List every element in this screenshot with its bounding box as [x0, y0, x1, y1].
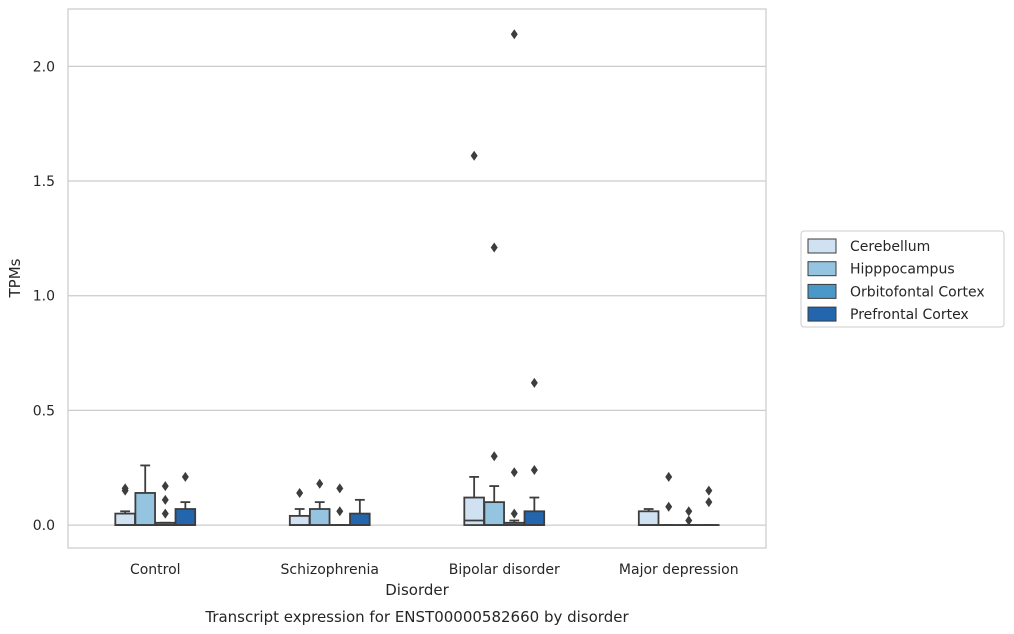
outlier-point: [470, 150, 478, 161]
legend-label-prefrontal-cortex: Prefrontal Cortex: [850, 307, 969, 323]
y-axis-label: TPMs: [6, 258, 24, 298]
outlier-point: [705, 485, 713, 496]
legend-label-orbitofontal-cortex: Orbitofontal Cortex: [850, 284, 985, 300]
outlier-point: [490, 451, 498, 462]
box-body: [134, 492, 156, 526]
box-hipppocampus-major-depression: [657, 471, 680, 526]
box-body: [523, 510, 546, 526]
outlier-point: [530, 377, 538, 388]
y-tick-label-1-0: 1.0: [33, 289, 55, 305]
box-plots: [114, 29, 720, 526]
box-body: [288, 514, 311, 526]
box-orbitofontal-cortex-control: [154, 481, 177, 526]
outlier-point: [705, 497, 713, 508]
outlier-point: [530, 465, 538, 476]
box-prefrontal-cortex-control: [174, 471, 197, 526]
outlier-point: [121, 483, 129, 494]
box-body: [174, 508, 197, 526]
box-hipppocampus-bipolar-disorder: [483, 242, 505, 526]
outlier-point: [181, 471, 189, 482]
box-body: [114, 512, 136, 526]
legend-swatch-prefrontal-cortex: [807, 306, 837, 322]
box-hipppocampus-schizophrenia: [308, 478, 331, 526]
box-prefrontal-cortex-bipolar-disorder: [523, 377, 546, 526]
outlier-point: [510, 29, 518, 40]
legend-swatch-orbitofontal-cortex: [807, 283, 837, 299]
legend-label-hipppocampus: Hipppocampus: [850, 262, 955, 278]
outlier-point: [685, 515, 693, 526]
x-axis-label: Disorder: [385, 581, 449, 599]
outlier-point: [161, 494, 169, 505]
outlier-point: [161, 508, 169, 519]
box-hipppocampus-control: [134, 464, 156, 526]
outlier-point: [665, 501, 673, 512]
y-axis: 0.0 0.5 1.0 1.5 2.0: [33, 59, 55, 534]
outlier-point: [685, 506, 693, 517]
y-tick-label-1-5: 1.5: [33, 174, 55, 190]
legend-swatch-hipppocampus: [807, 261, 837, 277]
y-tick-label-0-5: 0.5: [33, 403, 55, 419]
box-body: [637, 510, 660, 526]
x-tick-label-schizophrenia: Schizophrenia: [281, 562, 379, 578]
outlier-point: [161, 481, 169, 492]
outlier-point: [336, 483, 344, 494]
outlier-point: [316, 478, 324, 489]
legend-label-cerebellum: Cerebellum: [850, 239, 930, 255]
legend-frame: [800, 230, 1005, 328]
x-tick-label-bipolar-disorder: Bipolar disorder: [449, 562, 560, 578]
outlier-point: [490, 242, 498, 253]
chart-caption: Transcript expression for ENST0000058266…: [204, 608, 629, 626]
box-body: [308, 508, 331, 526]
x-tick-label-major-depression: Major depression: [619, 562, 739, 578]
box-body: [483, 501, 505, 526]
outlier-point: [336, 506, 344, 517]
y-tick-label-0-0: 0.0: [33, 518, 55, 534]
box-cerebellum-control: [114, 483, 136, 526]
outlier-point: [665, 471, 673, 482]
box-body: [349, 512, 371, 526]
box-cerebellum-major-depression: [637, 508, 660, 526]
box-prefrontal-cortex-schizophrenia: [349, 498, 371, 526]
y-tick-label-2-0: 2.0: [33, 59, 55, 75]
box-prefrontal-cortex-major-depression: [698, 485, 720, 526]
x-tick-label-control: Control: [130, 562, 181, 578]
plot-frame: [67, 8, 767, 549]
outlier-point: [510, 467, 518, 478]
x-axis: Control Schizophrenia Bipolar disorder Majo…: [130, 562, 739, 578]
legend-swatch-cerebellum: [807, 238, 837, 254]
box-orbitofontal-cortex-schizophrenia: [329, 483, 351, 526]
legend: Cerebellum Hipppocampus Orbitofontal Corte…: [800, 230, 1005, 328]
outlier-point: [296, 487, 304, 498]
outlier-point: [510, 508, 518, 519]
